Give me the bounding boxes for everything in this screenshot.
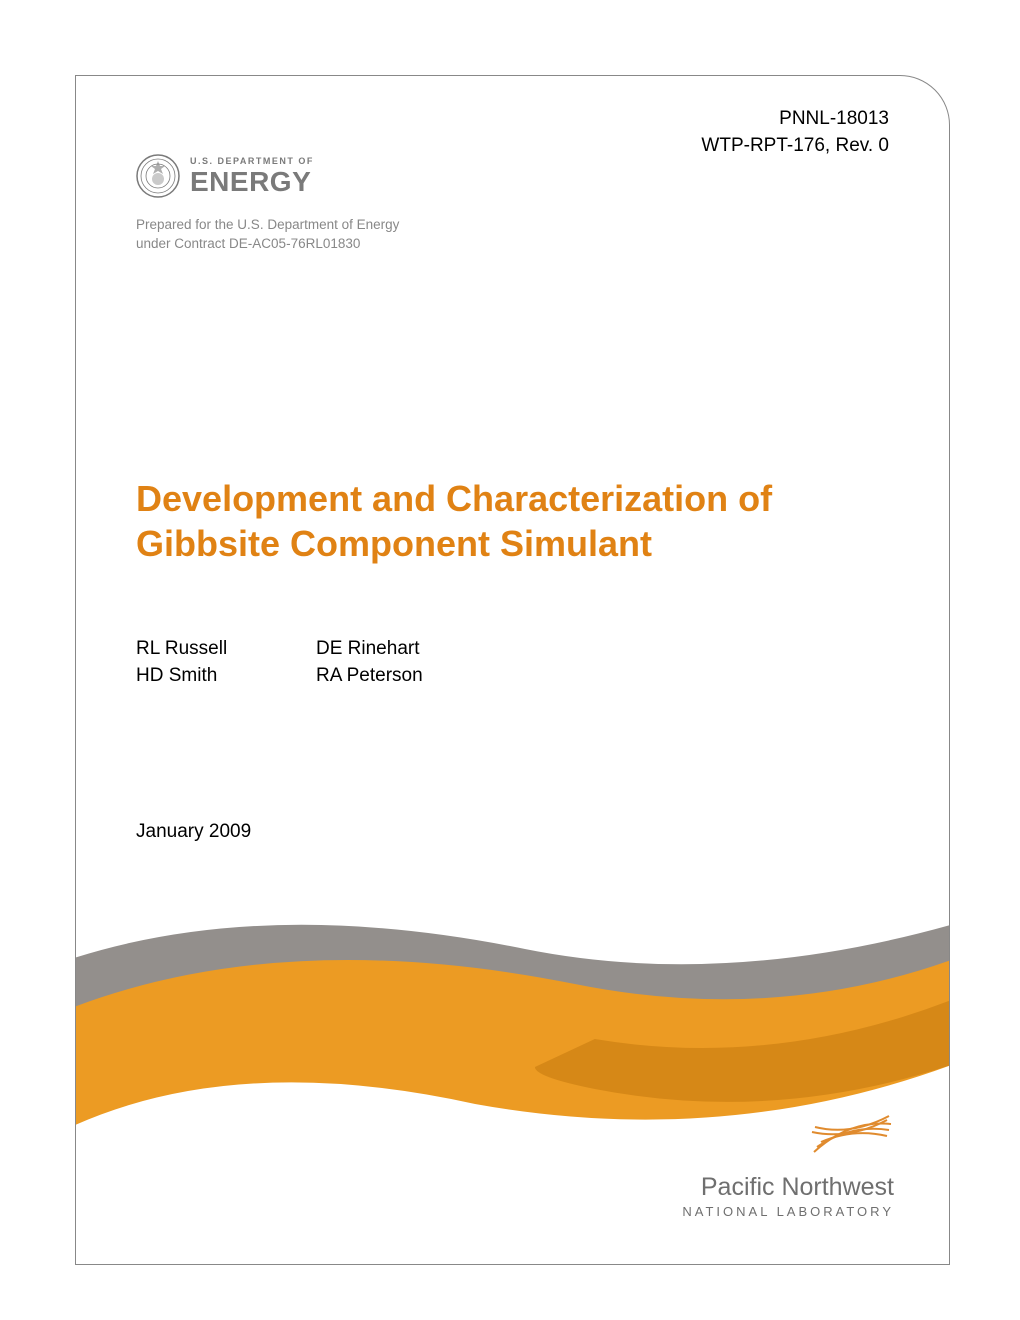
author: DE Rinehart bbox=[316, 636, 496, 663]
authors-row: RL Russell HD Smith DE Rinehart RA Peter… bbox=[136, 636, 496, 689]
report-date: January 2009 bbox=[136, 821, 251, 843]
authors-col-1: RL Russell HD Smith bbox=[136, 636, 316, 689]
doe-text: U.S. DEPARTMENT OF ENERGY bbox=[190, 157, 314, 196]
author: RL Russell bbox=[136, 636, 316, 663]
pnnl-mark-icon bbox=[809, 1112, 894, 1162]
pnnl-name: Pacific Northwest bbox=[682, 1173, 894, 1202]
report-identifiers: PNNL-18013 WTP-RPT-176, Rev. 0 bbox=[701, 106, 889, 159]
report-cover: PNNL-18013 WTP-RPT-176, Rev. 0 U.S. DEPA… bbox=[0, 0, 1020, 1320]
prepared-line-2: under Contract DE-AC05-76RL01830 bbox=[136, 235, 399, 254]
doe-logo: U.S. DEPARTMENT OF ENERGY bbox=[136, 154, 399, 198]
prepared-line-1: Prepared for the U.S. Department of Ener… bbox=[136, 216, 399, 235]
pnnl-logo: Pacific Northwest NATIONAL LABORATORY bbox=[682, 1112, 894, 1219]
prepared-for-text: Prepared for the U.S. Department of Ener… bbox=[136, 216, 399, 254]
author: RA Peterson bbox=[316, 663, 496, 690]
doe-dept-label: U.S. DEPARTMENT OF bbox=[190, 157, 314, 166]
doe-energy-label: ENERGY bbox=[190, 168, 314, 196]
report-id-1: PNNL-18013 bbox=[701, 106, 889, 133]
authors-block: RL Russell HD Smith DE Rinehart RA Peter… bbox=[136, 636, 496, 689]
authors-col-2: DE Rinehart RA Peterson bbox=[316, 636, 496, 689]
author: HD Smith bbox=[136, 663, 316, 690]
pnnl-lab: NATIONAL LABORATORY bbox=[682, 1204, 894, 1219]
doe-section: U.S. DEPARTMENT OF ENERGY Prepared for t… bbox=[136, 154, 399, 254]
doe-seal-icon bbox=[136, 154, 180, 198]
content-frame: PNNL-18013 WTP-RPT-176, Rev. 0 U.S. DEPA… bbox=[75, 75, 950, 1265]
report-title: Development and Characterization of Gibb… bbox=[136, 476, 889, 566]
report-id-2: WTP-RPT-176, Rev. 0 bbox=[701, 133, 889, 160]
